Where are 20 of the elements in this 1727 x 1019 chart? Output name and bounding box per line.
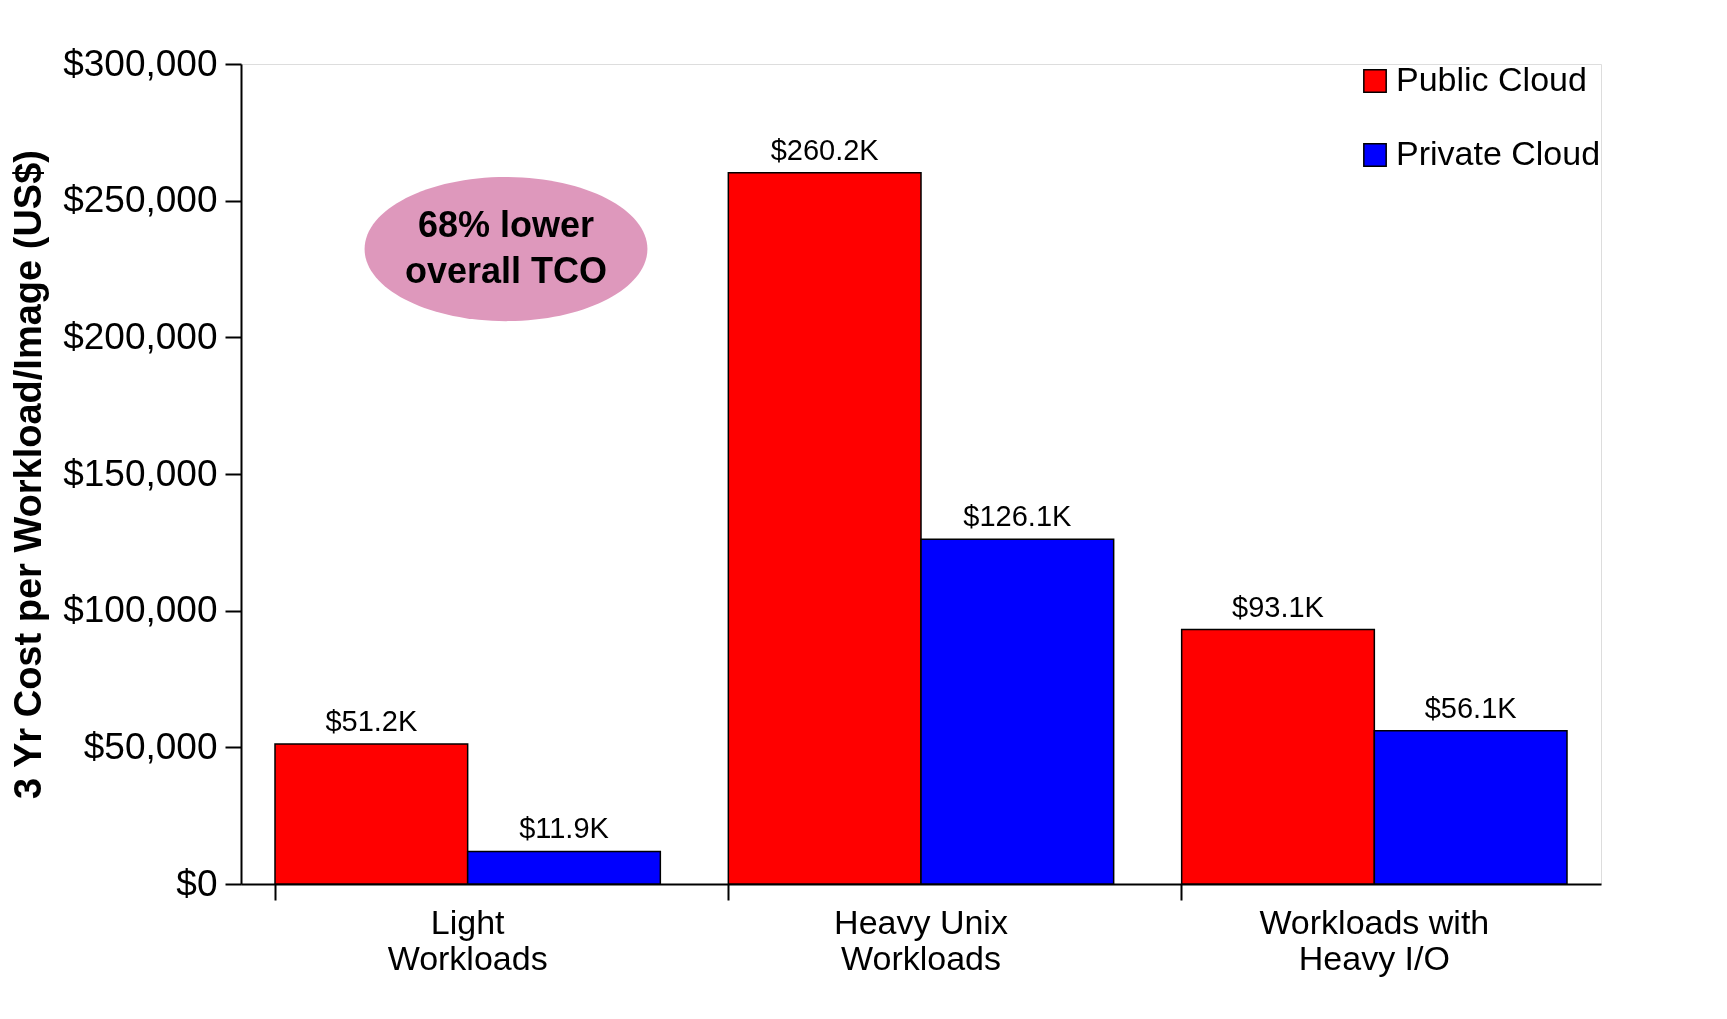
y-tick-label: $0 [176,862,218,904]
data-label: $93.1K [1232,590,1325,623]
y-axis-title: 3 Yr Cost per Workload/Image (US$) [7,150,50,799]
data-label: $56.1K [1424,691,1518,724]
legend-label: Private Cloud [1396,134,1601,172]
legend-label: Public Cloud [1396,60,1587,98]
y-tick-label: $300,000 [63,42,218,84]
data-label: $126.1K [963,500,1073,533]
y-tick-label: $150,000 [63,452,218,494]
data-label: $11.9K [519,812,610,845]
y-tick-label: $100,000 [63,589,218,631]
x-tick-label: Heavy Unix Workloads [834,902,1008,977]
x-tick-label: Workloads with Heavy I/O [1259,902,1490,977]
y-tick-label: $250,000 [63,179,218,221]
y-tick-label: $200,000 [63,315,218,357]
x-tick-label: Light Workloads [387,902,548,977]
data-label: $260.2K [770,133,880,166]
data-label: $51.2K [325,705,418,738]
y-tick-label: $50,000 [83,725,218,767]
annotation: 68% lower overall TCO [404,204,608,291]
